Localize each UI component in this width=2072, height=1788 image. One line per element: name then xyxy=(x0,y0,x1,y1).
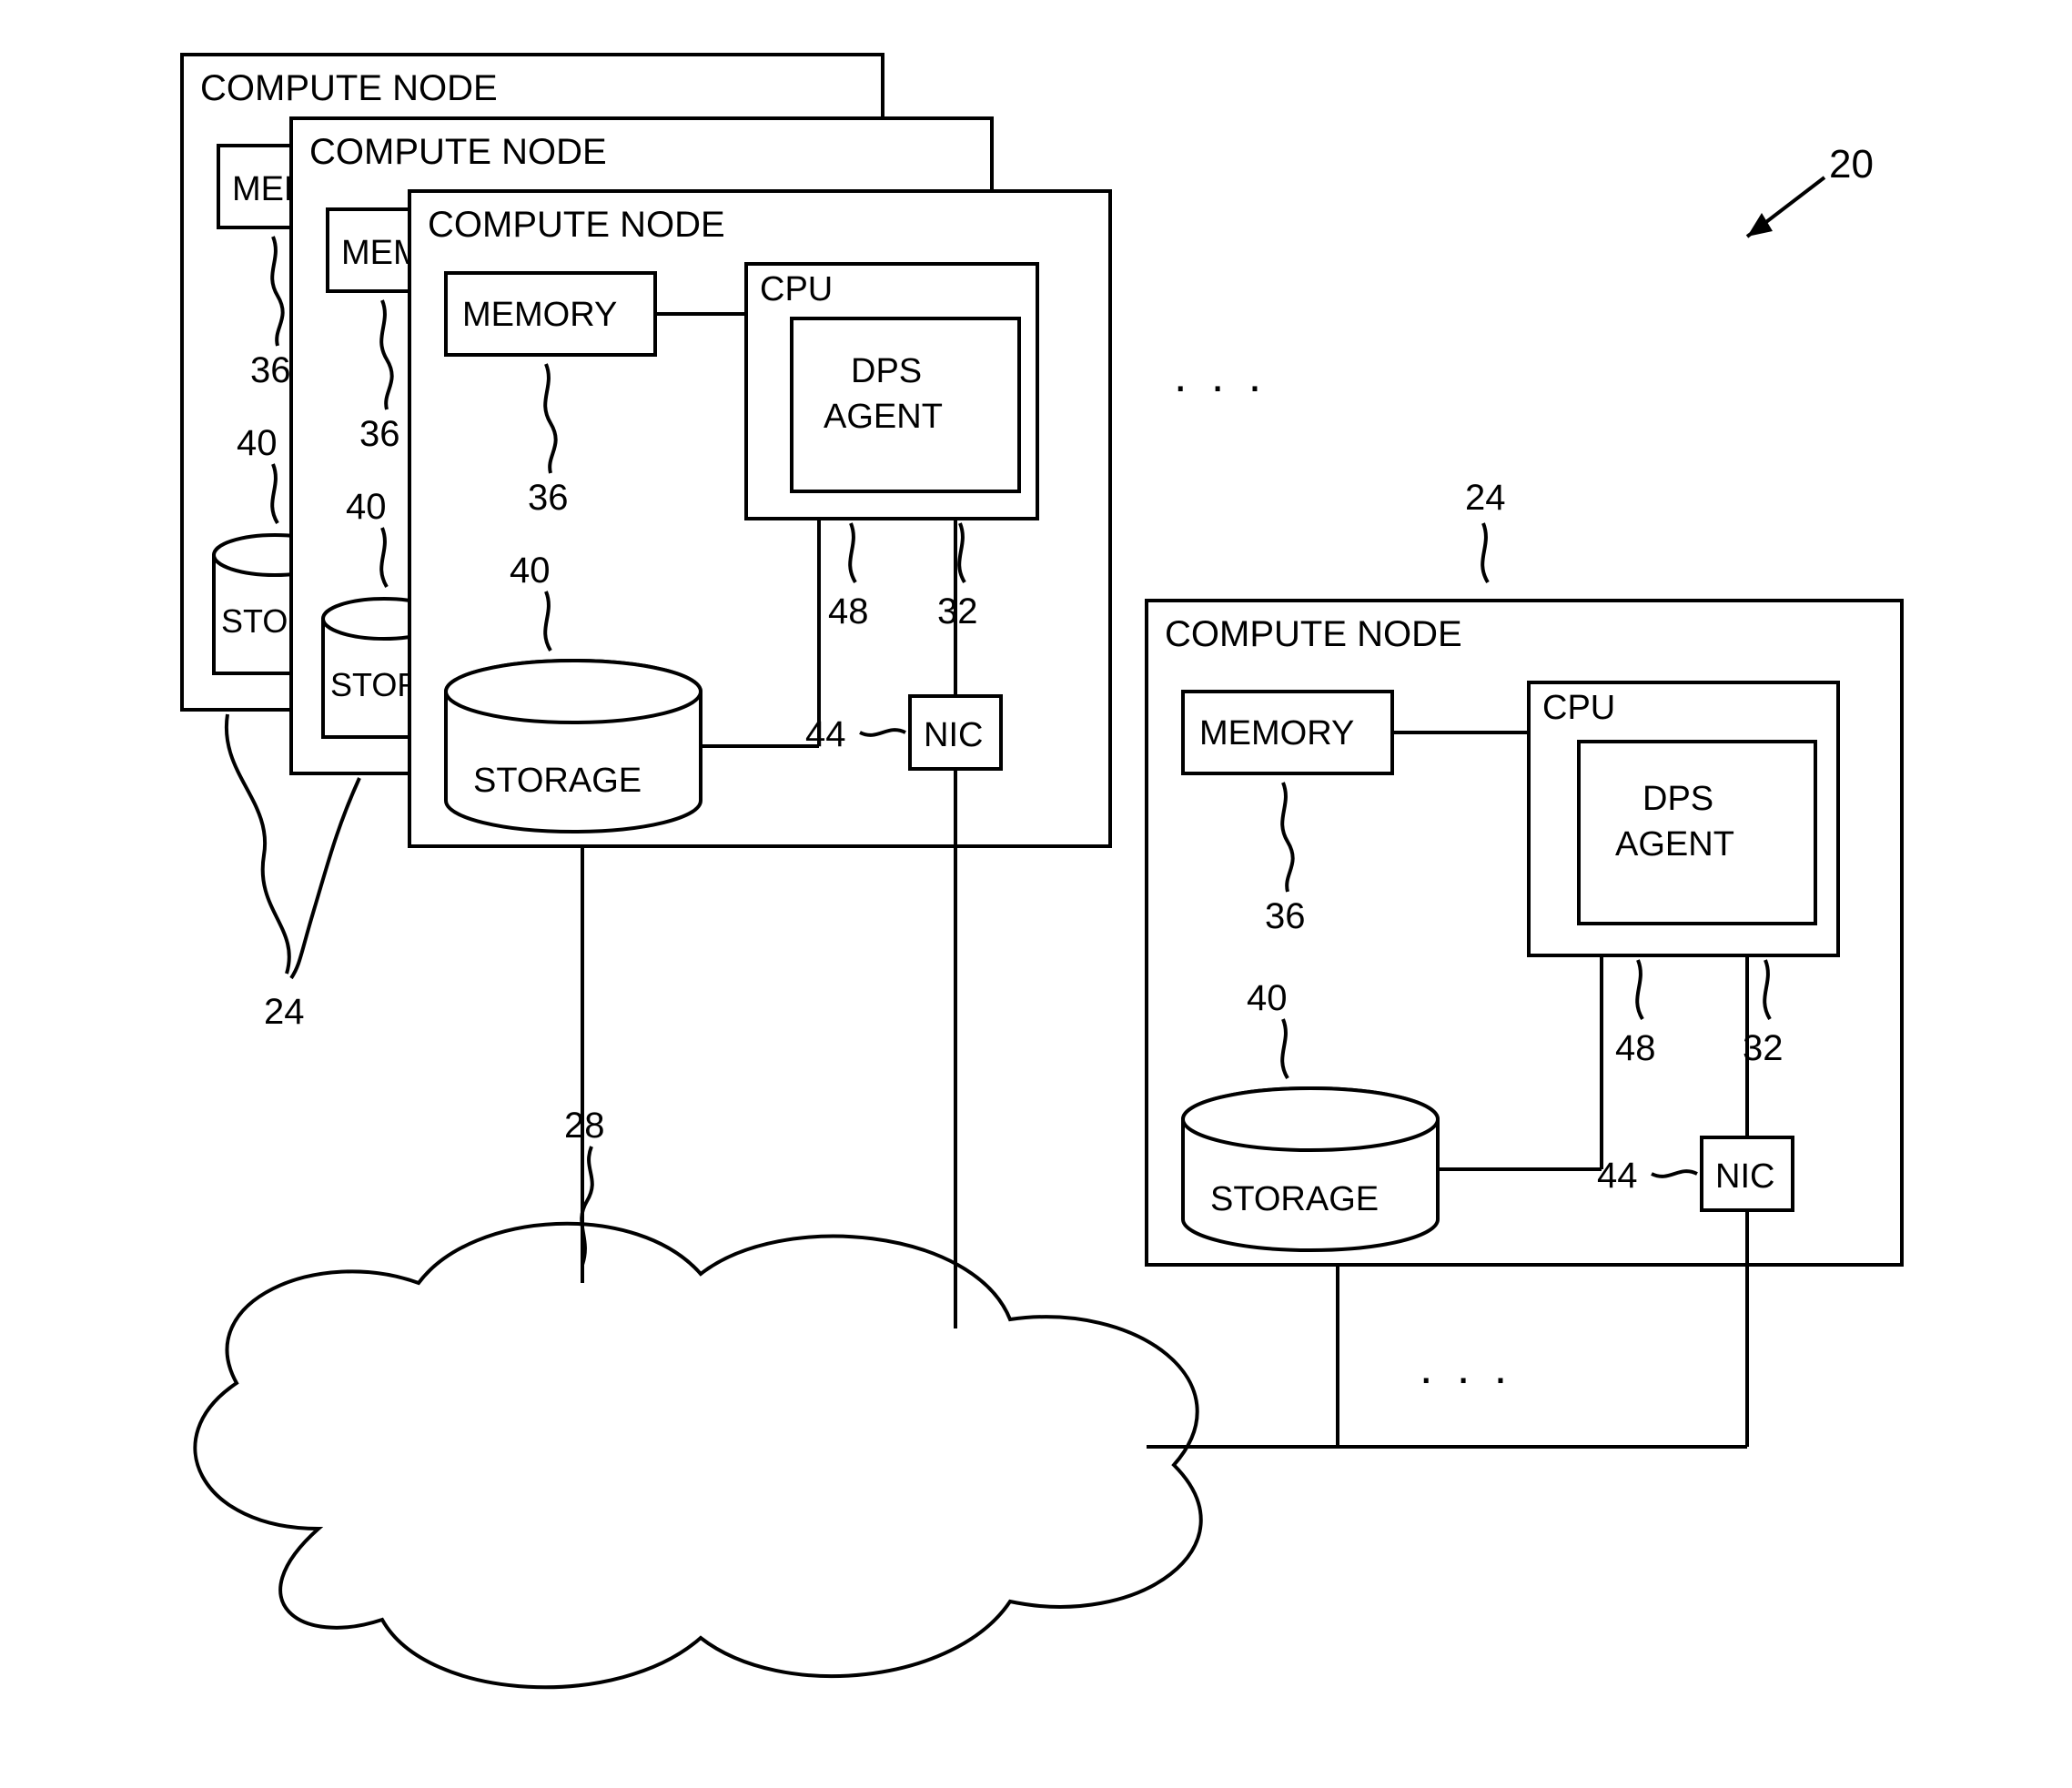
cpu-label-r: CPU xyxy=(1542,689,1615,727)
compute-node-right: COMPUTE NODE MEMORY 36 CPU DPS AGENT 48 … xyxy=(1147,601,1902,1447)
nic-label-r: NIC xyxy=(1715,1157,1774,1196)
ref-44-r: 44 xyxy=(1597,1156,1638,1196)
storage-label-r: STORAGE xyxy=(1210,1180,1379,1218)
ref-36-b2: 36 xyxy=(250,350,291,390)
storage-cylinder-f: STORAGE xyxy=(446,661,701,832)
network-cloud xyxy=(195,1224,1200,1687)
storage-label-f: STORAGE xyxy=(473,762,642,800)
ref-44-f: 44 xyxy=(805,714,846,754)
storage-cylinder-r: STORAGE xyxy=(1183,1088,1438,1250)
dps-2-r: AGENT xyxy=(1615,825,1734,864)
stor-partial-b1: STOR xyxy=(330,666,420,703)
cpu-label-f: CPU xyxy=(760,270,833,308)
leader-back1-24 xyxy=(291,778,359,978)
ellipsis-top: . . . xyxy=(1174,349,1267,402)
memory-label-f: MEMORY xyxy=(462,296,617,334)
ref-40-b2: 40 xyxy=(237,423,278,463)
ref-48-f: 48 xyxy=(828,591,869,631)
ref-36-f: 36 xyxy=(528,478,569,518)
ref-squiggle-24r xyxy=(1482,523,1488,582)
compute-node-title-r: COMPUTE NODE xyxy=(1165,614,1462,654)
ref-40-r: 40 xyxy=(1247,978,1288,1018)
ref-24-stack: 24 xyxy=(264,992,305,1032)
leader-back2-24 xyxy=(227,714,289,974)
diagram-canvas: 28 COMPUTE NODE MEM 36 40 STOR COMPUTE N… xyxy=(0,0,2072,1788)
ref-40-b1: 40 xyxy=(346,487,387,527)
ref-24-right: 24 xyxy=(1465,478,1506,518)
ref-36-r: 36 xyxy=(1265,896,1306,936)
system-ref-20: 20 xyxy=(1747,142,1874,237)
dps-2-f: AGENT xyxy=(824,398,943,436)
ref-36-b1: 36 xyxy=(359,414,400,454)
ref-40-f: 40 xyxy=(510,551,551,591)
ref-20: 20 xyxy=(1829,142,1874,187)
nic-label-f: NIC xyxy=(924,716,983,754)
ref-48-r: 48 xyxy=(1615,1028,1656,1068)
memory-label-r: MEMORY xyxy=(1199,714,1354,753)
ref-28: 28 xyxy=(564,1106,605,1146)
compute-node-front: COMPUTE NODE MEMORY 36 CPU DPS AGENT 48 … xyxy=(409,191,1110,1328)
compute-node-title-f: COMPUTE NODE xyxy=(428,205,725,245)
dps-1-r: DPS xyxy=(1642,780,1713,818)
compute-node-title-b1: COMPUTE NODE xyxy=(309,132,607,172)
ellipsis-bottom: . . . xyxy=(1420,1341,1512,1394)
dps-1-f: DPS xyxy=(851,352,922,390)
ref-32-f: 32 xyxy=(937,591,978,631)
compute-node-title-b2: COMPUTE NODE xyxy=(200,68,498,108)
